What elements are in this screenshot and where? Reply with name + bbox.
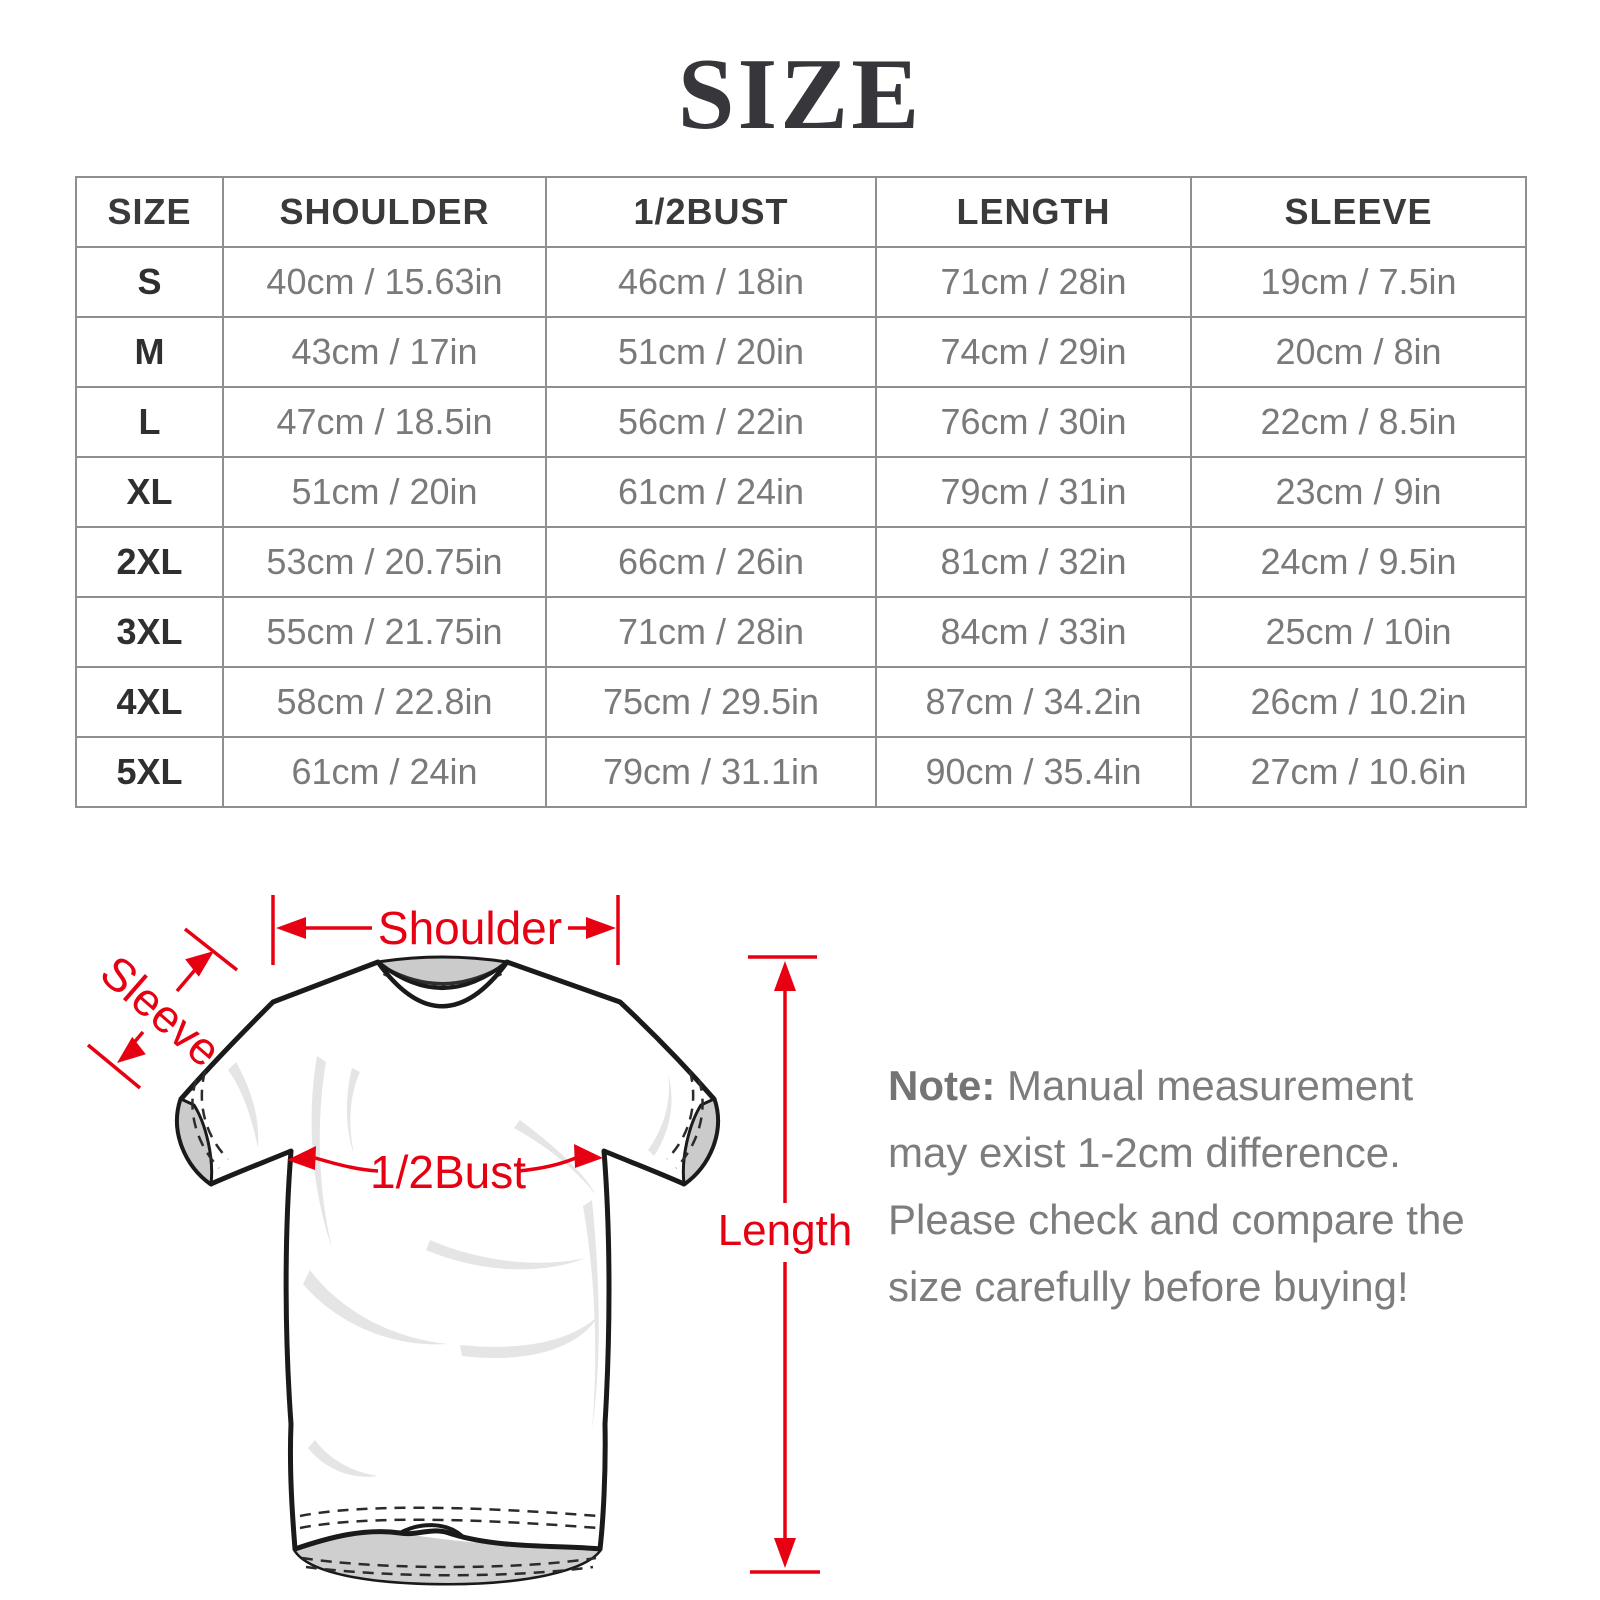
measurement-cell: 27cm / 10.6in (1190, 736, 1527, 808)
column-header: SHOULDER (222, 176, 547, 248)
page-title: SIZE (677, 38, 923, 151)
measurement-cell: 75cm / 29.5in (545, 666, 877, 738)
length-measure-label: Length (718, 1206, 853, 1255)
table-row: XL 51cm / 20in 61cm / 24in 79cm / 31in 23cm … (75, 456, 1527, 528)
measurement-cell: 40cm / 15.63in (222, 246, 547, 318)
measurement-cell: 71cm / 28in (875, 246, 1192, 318)
hem-stitches (299, 1506, 599, 1577)
shoulder-measure-label: Shoulder (378, 902, 562, 954)
length-measure: Length (718, 955, 853, 1574)
table-row: 3XL 55cm / 21.75in 71cm / 28in 84cm / 33in 2… (75, 596, 1527, 668)
fabric-fold-shadows (228, 1056, 672, 1477)
size-label-cell: S (75, 246, 224, 318)
size-label-cell: L (75, 386, 224, 458)
measurement-cell: 87cm / 34.2in (875, 666, 1192, 738)
measurement-cell: 71cm / 28in (545, 596, 877, 668)
tshirt-drawing (175, 955, 720, 1586)
measurement-cell: 84cm / 33in (875, 596, 1192, 668)
measurement-cell: 20cm / 8in (1190, 316, 1527, 388)
measurement-cell: 90cm / 35.4in (875, 736, 1192, 808)
measurement-cell: 26cm / 10.2in (1190, 666, 1527, 738)
bust-measure: 1/2Bust (287, 1144, 603, 1198)
sleeve-stitches (191, 1070, 704, 1169)
sleeve-measure-label: Sleeve (91, 945, 231, 1077)
note-text: Manual measurement may exist 1-2cm diffe… (888, 1062, 1465, 1310)
measurement-cell: 53cm / 20.75in (222, 526, 547, 598)
size-label-cell: XL (75, 456, 224, 528)
measurement-cell: 51cm / 20in (545, 316, 877, 388)
measurement-cell: 76cm / 30in (875, 386, 1192, 458)
measurement-note: Note: Manual measurement may exist 1-2cm… (888, 1052, 1500, 1320)
column-header: LENGTH (875, 176, 1192, 248)
bust-measure-label: 1/2Bust (370, 1146, 526, 1198)
table-row: L 47cm / 18.5in 56cm / 22in 76cm / 30in 22cm… (75, 386, 1527, 458)
note-label: Note: (888, 1062, 996, 1109)
measurement-cell: 79cm / 31in (875, 456, 1192, 528)
measurement-cell: 61cm / 24in (222, 736, 547, 808)
size-table-body: S 40cm / 15.63in 46cm / 18in 71cm / 28in 19c… (75, 246, 1527, 808)
measurement-cell: 55cm / 21.75in (222, 596, 547, 668)
measurement-cell: 43cm / 17in (222, 316, 547, 388)
table-row: 2XL 53cm / 20.75in 66cm / 26in 81cm / 32in 2… (75, 526, 1527, 598)
size-label-cell: 5XL (75, 736, 224, 808)
right-cuff (681, 1096, 719, 1187)
measurement-cell: 46cm / 18in (545, 246, 877, 318)
column-header: SIZE (75, 176, 224, 248)
table-header-row: SIZE SHOULDER 1/2BUST LENGTH SLEEVE (75, 176, 1527, 248)
measurement-cell: 58cm / 22.8in (222, 666, 547, 738)
size-label-cell: M (75, 316, 224, 388)
measurement-cell: 19cm / 7.5in (1190, 246, 1527, 318)
size-label-cell: 3XL (75, 596, 224, 668)
size-chart-table-container: SIZE SHOULDER 1/2BUST LENGTH SLEEVE S 40cm / … (75, 176, 1527, 808)
measurement-cell: 22cm / 8.5in (1190, 386, 1527, 458)
measurement-cell: 81cm / 32in (875, 526, 1192, 598)
measurement-cell: 24cm / 9.5in (1190, 526, 1527, 598)
size-chart-table: SIZE SHOULDER 1/2BUST LENGTH SLEEVE S 40cm / … (75, 176, 1527, 808)
column-header: SLEEVE (1190, 176, 1527, 248)
left-cuff (176, 1096, 214, 1187)
measurement-cell: 25cm / 10in (1190, 596, 1527, 668)
table-row: 5XL 61cm / 24in 79cm / 31.1in 90cm / 35.4in… (75, 736, 1527, 808)
table-row: 4XL 58cm / 22.8in 75cm / 29.5in 87cm / 34.2… (75, 666, 1527, 738)
size-label-cell: 2XL (75, 526, 224, 598)
table-row: S 40cm / 15.63in 46cm / 18in 71cm / 28in 19c… (75, 246, 1527, 318)
column-header: 1/2BUST (545, 176, 877, 248)
measurement-cell: 47cm / 18.5in (222, 386, 547, 458)
measurement-cell: 61cm / 24in (545, 456, 877, 528)
size-label-cell: 4XL (75, 666, 224, 738)
measurement-cell: 74cm / 29in (875, 316, 1192, 388)
tshirt-body (175, 959, 720, 1586)
measurement-cell: 66cm / 26in (545, 526, 877, 598)
measurement-cell: 79cm / 31.1in (545, 736, 877, 808)
measurement-cell: 23cm / 9in (1190, 456, 1527, 528)
table-row: M 43cm / 17in 51cm / 20in 74cm / 29in 20cm /… (75, 316, 1527, 388)
hem-band (295, 1531, 600, 1583)
collar (374, 955, 511, 1008)
measurement-cell: 51cm / 20in (222, 456, 547, 528)
shoulder-measure: Shoulder (271, 895, 620, 965)
measurement-cell: 56cm / 22in (545, 386, 877, 458)
